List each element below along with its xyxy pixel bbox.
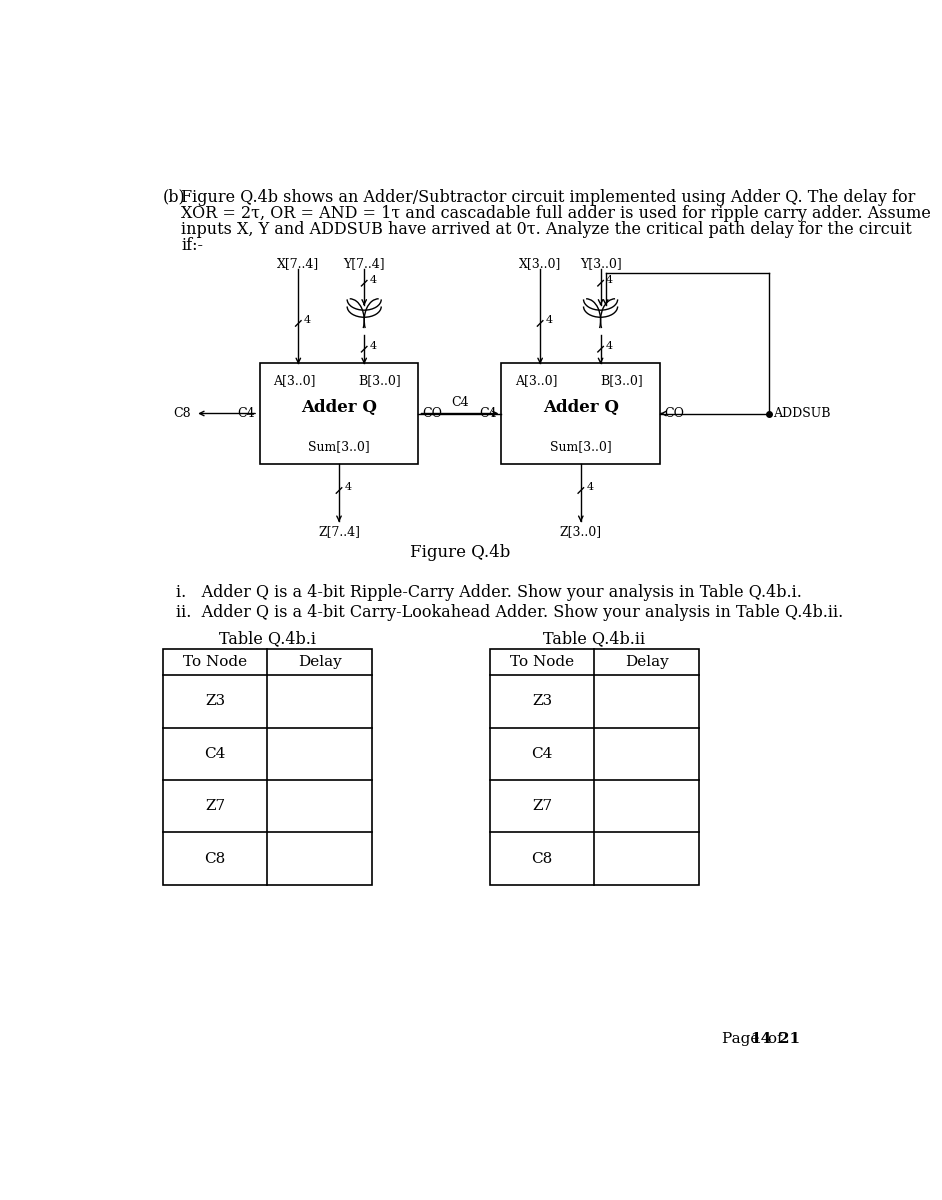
Text: 4: 4 [345, 482, 351, 492]
Text: Z7: Z7 [205, 799, 225, 814]
Text: C4: C4 [237, 407, 255, 420]
Text: 21: 21 [779, 1032, 800, 1045]
Text: Z7: Z7 [532, 799, 552, 814]
Text: 14: 14 [750, 1032, 771, 1045]
Text: ADDSUB: ADDSUB [772, 407, 830, 420]
Bar [490, 649, 699, 884]
Text: CO: CO [664, 407, 684, 420]
Text: Table Q.4b.i: Table Q.4b.i [219, 630, 316, 647]
Bar [260, 364, 418, 463]
Text: Figure Q.4b shows an Adder/Subtractor circuit implemented using Adder Q. The del: Figure Q.4b shows an Adder/Subtractor ci… [181, 188, 916, 205]
Text: ii.  Adder Q is a 4-bit Carry-Lookahead Adder. Show your analysis in Table Q.4b.: ii. Adder Q is a 4-bit Carry-Lookahead A… [176, 604, 843, 620]
Text: Delay: Delay [625, 655, 669, 670]
Text: Y[3..0]: Y[3..0] [579, 257, 622, 270]
Text: (b): (b) [163, 188, 186, 205]
Text: 4: 4 [369, 275, 377, 286]
Text: Z3: Z3 [532, 695, 552, 708]
Text: B[3..0]: B[3..0] [600, 374, 642, 386]
Text: C4: C4 [531, 746, 553, 761]
Text: 4: 4 [545, 316, 553, 325]
Text: Z[3..0]: Z[3..0] [560, 526, 602, 539]
Text: C4: C4 [451, 396, 469, 409]
Text: if:-: if:- [181, 238, 203, 254]
Text: Sum[3..0]: Sum[3..0] [308, 440, 370, 454]
Text: C4: C4 [204, 746, 226, 761]
Text: C8: C8 [531, 852, 553, 865]
Text: Sum[3..0]: Sum[3..0] [550, 440, 611, 454]
Text: Z3: Z3 [205, 695, 225, 708]
Text: XOR = 2τ, OR = AND = 1τ and cascadable full adder is used for ripple carry adder: XOR = 2τ, OR = AND = 1τ and cascadable f… [181, 205, 932, 222]
Text: Adder Q: Adder Q [301, 398, 377, 416]
Text: 4: 4 [586, 482, 593, 492]
Text: Z[7..4]: Z[7..4] [318, 526, 360, 539]
Text: X[7..4]: X[7..4] [277, 257, 319, 270]
Text: C8: C8 [204, 852, 226, 865]
Text: B[3..0]: B[3..0] [358, 374, 401, 386]
Bar [163, 649, 372, 884]
Text: 4: 4 [606, 275, 613, 286]
Text: Delay: Delay [298, 655, 342, 670]
Text: 4: 4 [369, 341, 377, 352]
Text: 4: 4 [303, 316, 311, 325]
Text: C4: C4 [479, 407, 496, 420]
Text: Page: Page [723, 1032, 765, 1045]
Text: A[3..0]: A[3..0] [273, 374, 316, 386]
Text: X[3..0]: X[3..0] [519, 257, 561, 270]
Text: 4: 4 [606, 341, 613, 352]
Bar [501, 364, 660, 463]
Text: Figure Q.4b: Figure Q.4b [410, 544, 511, 560]
Text: CO: CO [422, 407, 443, 420]
Text: Table Q.4b.ii: Table Q.4b.ii [544, 630, 645, 647]
Text: i.   Adder Q is a 4-bit Ripple-Carry Adder. Show your analysis in Table Q.4b.i.: i. Adder Q is a 4-bit Ripple-Carry Adder… [176, 583, 802, 601]
Text: Adder Q: Adder Q [543, 398, 619, 416]
Text: A[3..0]: A[3..0] [515, 374, 558, 386]
Text: C8: C8 [173, 407, 191, 420]
Text: Y[7..4]: Y[7..4] [344, 257, 385, 270]
Text: To Node: To Node [183, 655, 247, 670]
Text: of: of [763, 1032, 788, 1045]
Text: To Node: To Node [510, 655, 574, 670]
Text: inputs X, Y and ADDSUB have arrived at 0τ. Analyze the critical path delay for t: inputs X, Y and ADDSUB have arrived at 0… [181, 221, 912, 238]
